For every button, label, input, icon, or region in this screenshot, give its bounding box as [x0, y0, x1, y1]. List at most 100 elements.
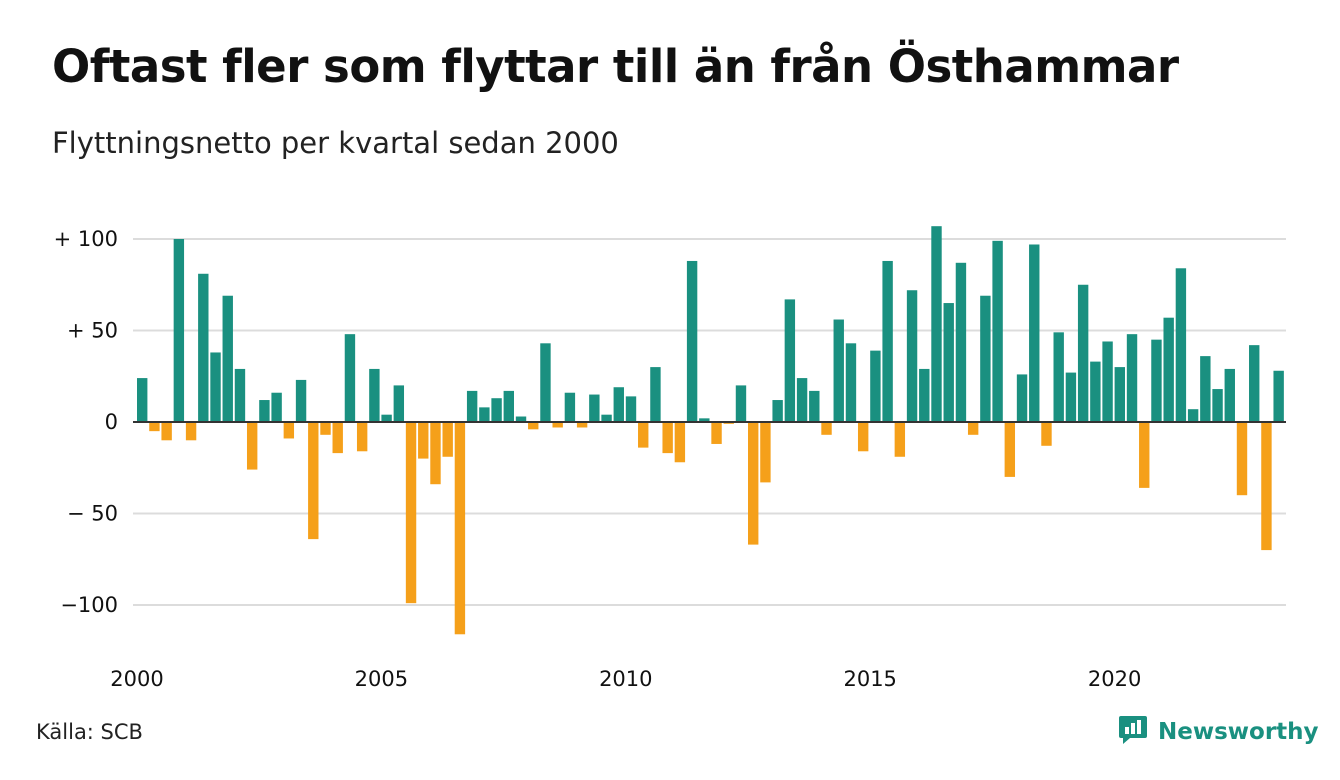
bar-2013K3: [796, 378, 808, 422]
bar-2009K2: [589, 394, 600, 422]
bar-2006K2: [442, 422, 453, 457]
bar-2016K1: [919, 368, 930, 422]
bar-2022K2: [1224, 368, 1235, 422]
bar-2006K1: [430, 422, 441, 485]
x-tick-label: 2010: [599, 667, 652, 691]
bar-2014K2: [833, 319, 844, 422]
bar-2005K4: [418, 422, 429, 459]
bar-2008K1: [528, 422, 539, 430]
bar-2020K1: [1114, 367, 1125, 422]
bar-2005K1: [381, 414, 392, 422]
bar-2011K1: [674, 422, 686, 463]
bar-2007K2: [491, 398, 502, 422]
bar-2000K4: [173, 239, 185, 422]
bar-2016K2: [931, 226, 942, 422]
bar-2004K2: [344, 334, 356, 422]
bar-2019K1: [1065, 372, 1077, 422]
bar-2010K1: [625, 396, 637, 422]
bar-2018K4: [1053, 332, 1064, 422]
bar-2016K4: [955, 262, 967, 422]
gridlines: [133, 238, 1286, 606]
y-tick-label: −100: [60, 593, 118, 617]
bar-2016K3: [943, 303, 954, 422]
bar-2018K1: [1016, 374, 1028, 422]
bar-2021K1: [1163, 317, 1174, 422]
bar-2013K4: [809, 390, 820, 422]
bar-2000K1: [137, 378, 148, 422]
bar-2013K2: [784, 299, 796, 422]
y-axis-ticks: + 100 + 50 0 − 50 −100: [54, 227, 118, 617]
bar-2012K2: [735, 385, 747, 422]
bar-2001K3: [210, 352, 221, 422]
bar-2001K2: [198, 273, 209, 422]
bar-2002K1: [234, 368, 246, 422]
bar-2017K4: [1004, 422, 1016, 477]
brand-logo[interactable]: Newsworthy: [1118, 714, 1319, 750]
bar-2015K4: [906, 290, 918, 422]
bar-2000K3: [161, 422, 172, 441]
bar-2014K4: [857, 422, 869, 452]
bar-2020K3: [1139, 422, 1150, 488]
bar-2018K3: [1041, 422, 1052, 446]
bar-2020K2: [1126, 334, 1138, 422]
bar-2019K3: [1090, 361, 1101, 422]
bar-2021K3: [1187, 409, 1199, 422]
bar-2017K2: [980, 295, 991, 422]
y-tick-label: − 50: [67, 502, 118, 526]
bars: [137, 226, 1284, 635]
x-tick-label: 2000: [110, 667, 163, 691]
bar-2003K3: [308, 422, 319, 540]
x-tick-label: 2020: [1088, 667, 1141, 691]
bar-2018K2: [1029, 244, 1040, 422]
bar-2021K4: [1200, 356, 1211, 422]
bar-2003K4: [320, 422, 331, 435]
bar-2021K2: [1175, 268, 1187, 422]
bar-2000K2: [149, 422, 160, 432]
bar-2022K1: [1212, 389, 1223, 422]
bar-2014K3: [845, 343, 857, 422]
brand-name: Newsworthy: [1158, 719, 1319, 745]
bar-2007K3: [503, 390, 514, 422]
bar-2007K1: [479, 407, 490, 422]
bar-2004K1: [332, 422, 343, 454]
bar-2004K3: [356, 422, 368, 452]
bar-2022K3: [1236, 422, 1248, 496]
bar-2008K2: [540, 343, 551, 422]
bar-2017K1: [967, 422, 979, 435]
x-tick-label: 2005: [355, 667, 408, 691]
bar-2004K4: [369, 368, 380, 422]
y-tick-label: 0: [105, 410, 118, 434]
bar-2006K4: [466, 390, 478, 422]
bar-2003K1: [283, 422, 295, 439]
bar-2019K4: [1102, 341, 1113, 422]
bar-2009K1: [576, 422, 588, 428]
bar-2010K3: [650, 367, 661, 422]
chart-subtitle: Flyttningsnetto per kvartal sedan 2000: [52, 126, 619, 160]
bar-2014K1: [821, 422, 832, 435]
bar-2009K4: [613, 387, 624, 422]
x-tick-label: 2015: [843, 667, 896, 691]
bar-2022K4: [1249, 345, 1260, 422]
chart-title: Oftast fler som flyttar till än från Öst…: [52, 40, 1179, 93]
bar-2005K3: [405, 422, 417, 604]
bar-2011K4: [711, 422, 722, 444]
bar-2001K1: [185, 422, 197, 441]
x-axis-ticks: 2000 2005 2010 2015 2020: [110, 667, 1141, 691]
bar-2006K3: [454, 422, 466, 635]
bar-2015K1: [870, 350, 881, 422]
bar-2023K2: [1273, 370, 1284, 422]
bar-2002K4: [271, 392, 282, 422]
bar-2008K3: [552, 422, 563, 428]
bar-2010K4: [662, 422, 673, 454]
bar-2019K2: [1077, 284, 1089, 422]
y-tick-label: + 50: [67, 319, 118, 343]
newsworthy-logo-icon: [1118, 714, 1148, 750]
y-tick-label: + 100: [54, 227, 118, 251]
bar-2011K2: [686, 260, 698, 422]
bar-2012K3: [748, 422, 759, 545]
bar-2015K2: [882, 260, 893, 422]
bar-2013K1: [772, 400, 783, 422]
source-note: Källa: SCB: [36, 720, 143, 744]
bar-2020K4: [1151, 339, 1162, 422]
